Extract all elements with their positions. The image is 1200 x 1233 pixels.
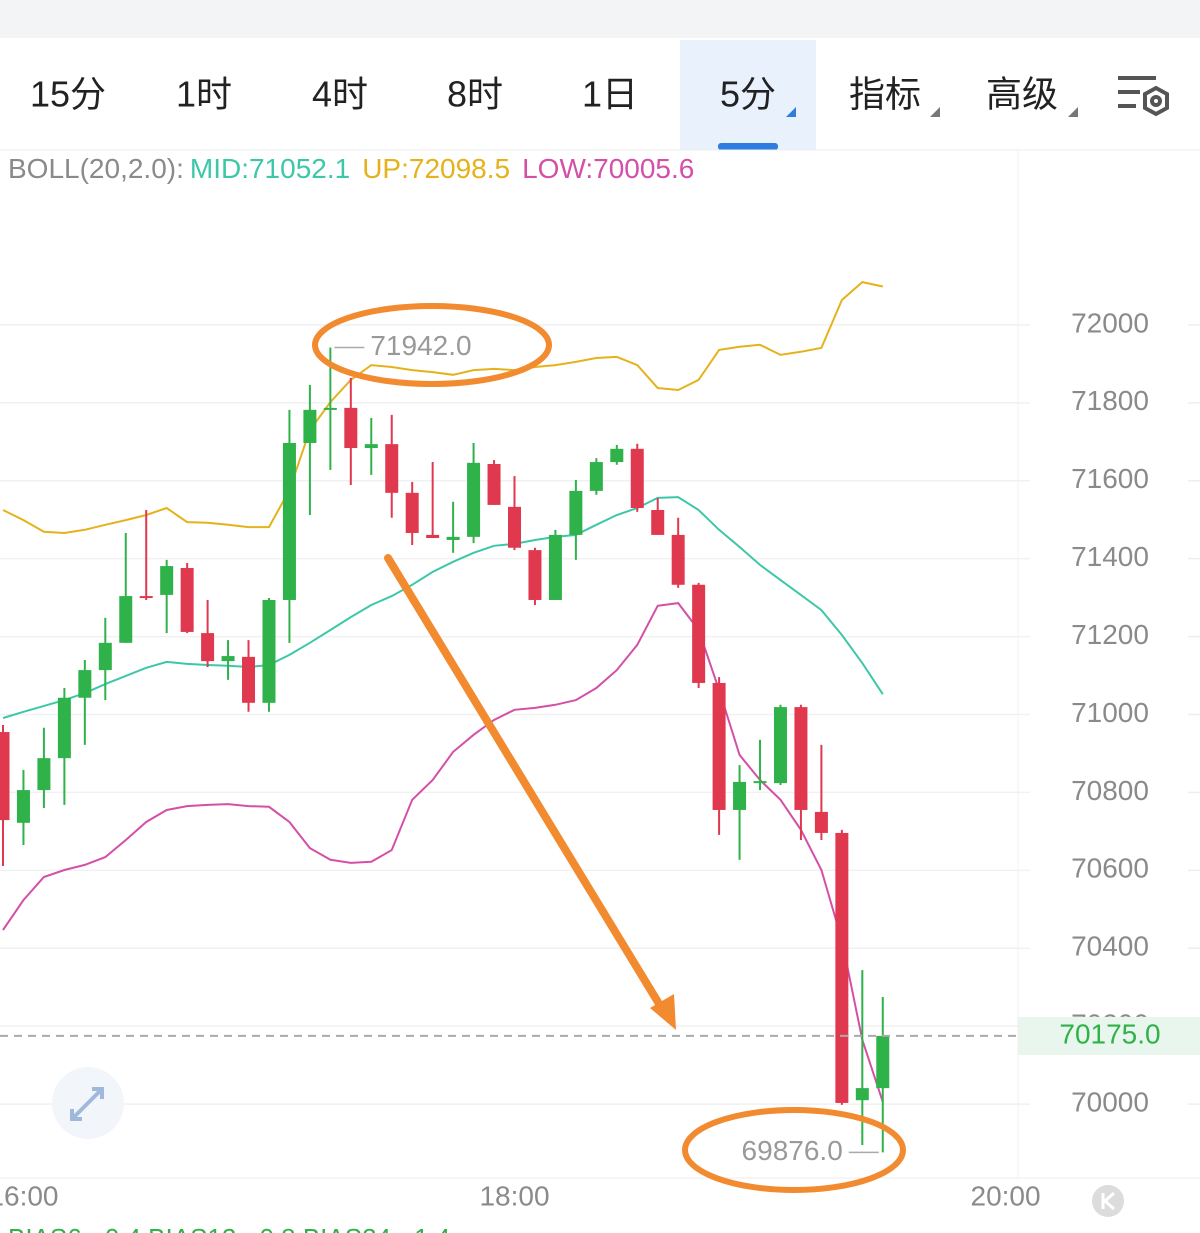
- candle-body: [344, 407, 358, 449]
- candle-body: [426, 534, 440, 539]
- candle-body: [262, 599, 276, 703]
- candle-body: [139, 596, 153, 599]
- expand-button[interactable]: [52, 1067, 124, 1139]
- y-tick-label: 70000: [1071, 1086, 1149, 1117]
- y-tick-label: 70800: [1071, 775, 1149, 806]
- last-price-box: [1018, 1016, 1200, 1055]
- candle-body: [876, 1035, 890, 1089]
- candle-body: [160, 566, 174, 595]
- candle-body: [508, 506, 521, 548]
- last-price-label: 70175.0: [1059, 1018, 1160, 1049]
- y-tick-label: 71200: [1071, 619, 1149, 650]
- candle-body: [610, 448, 624, 463]
- candle-body: [814, 811, 828, 833]
- tab[interactable]: 1时: [176, 74, 232, 115]
- candle-body: [221, 656, 235, 662]
- candle-body: [712, 682, 726, 810]
- tab-arrow: [930, 107, 940, 117]
- candle-body: [405, 492, 419, 533]
- candle-body: [589, 462, 603, 491]
- tab[interactable]: 5分: [720, 74, 776, 115]
- indicator-name: BOLL(20,2.0):: [8, 153, 184, 184]
- indicator-legend: BOLL(20,2.0): MID:71052.1 UP:72098.5 LOW:70…: [8, 153, 694, 184]
- candle-body: [303, 409, 317, 443]
- annotation-ellipses: [312, 303, 906, 1193]
- tab[interactable]: 1日: [582, 74, 638, 115]
- candle-body: [630, 448, 644, 509]
- y-tick-label: 70600: [1071, 853, 1149, 884]
- back-to-latest[interactable]: [1092, 1185, 1124, 1217]
- tab-bar: 15分 1时 4时 8时 1日 5分 指标 高级: [30, 74, 1058, 115]
- settings-icon[interactable]: [1118, 76, 1169, 117]
- tab-arrow: [786, 107, 796, 117]
- candle-body: [528, 550, 542, 600]
- candle-body: [487, 464, 501, 505]
- x-tick-label: 16:00: [0, 1180, 58, 1211]
- tab-arrow: [1068, 107, 1078, 117]
- sub-indicator: BIAS6: -0.4 BIAS12: -0.8 BIAS24: -1.4: [8, 1223, 450, 1233]
- candle-body: [671, 534, 685, 585]
- y-tick-label: 71000: [1071, 697, 1149, 728]
- tab[interactable]: 8时: [447, 74, 503, 115]
- candle-body: [548, 534, 562, 600]
- legend-entry: UP:72098.5: [362, 153, 510, 184]
- candle-body: [692, 584, 706, 683]
- x-tick-label: 20:00: [971, 1180, 1041, 1211]
- indicator-line: [2, 281, 884, 535]
- x-tick-label: 18:00: [479, 1180, 549, 1211]
- candle-body: [794, 707, 808, 810]
- candle-body: [323, 407, 337, 410]
- candle-body: [180, 568, 194, 632]
- low-label: 69876.0: [742, 1135, 843, 1166]
- candle-body: [57, 697, 71, 759]
- candle-body: [467, 462, 481, 537]
- candle-body: [37, 758, 51, 791]
- candle-body: [446, 536, 460, 540]
- candle-body: [835, 832, 849, 1103]
- tab[interactable]: 4时: [312, 74, 368, 115]
- candle-body: [773, 707, 787, 784]
- candle-body: [651, 509, 665, 535]
- tab[interactable]: 高级: [986, 74, 1058, 115]
- candle-body: [282, 442, 296, 600]
- indicator-line: [2, 602, 884, 1103]
- candle-body: [385, 444, 399, 493]
- candle-body: [753, 781, 767, 784]
- y-tick-label: 71800: [1071, 385, 1149, 416]
- tab[interactable]: 15分: [30, 74, 106, 115]
- plot-area: 7000070200704007060070800710007120071400…: [0, 153, 1200, 1233]
- candle-body: [16, 790, 30, 823]
- candle-body: [569, 490, 583, 535]
- candle-body: [364, 444, 378, 449]
- active-tab-underline: [718, 143, 778, 150]
- y-tick-label: 71600: [1071, 463, 1149, 494]
- status-strip: [0, 0, 1200, 38]
- candle-body: [78, 670, 92, 698]
- trend-arrow: [384, 554, 676, 1030]
- candle-body: [0, 732, 10, 821]
- tab[interactable]: 指标: [849, 74, 921, 115]
- active-tab-bg: [680, 40, 816, 150]
- candle-body: [242, 656, 256, 703]
- high-label: 71942.0: [370, 330, 471, 361]
- candle-body: [201, 633, 215, 662]
- legend-entry: MID:71052.1: [190, 153, 350, 184]
- candle-body: [119, 596, 133, 643]
- candle-body: [733, 781, 747, 810]
- y-tick-label: 72000: [1071, 307, 1149, 338]
- candle-body: [98, 642, 112, 671]
- y-tick-label: 70400: [1071, 931, 1149, 962]
- candle-body: [855, 1088, 869, 1101]
- y-tick-label: 71400: [1071, 541, 1149, 572]
- indicator-line: [2, 496, 884, 719]
- legend-entry: LOW:70005.6: [522, 153, 694, 184]
